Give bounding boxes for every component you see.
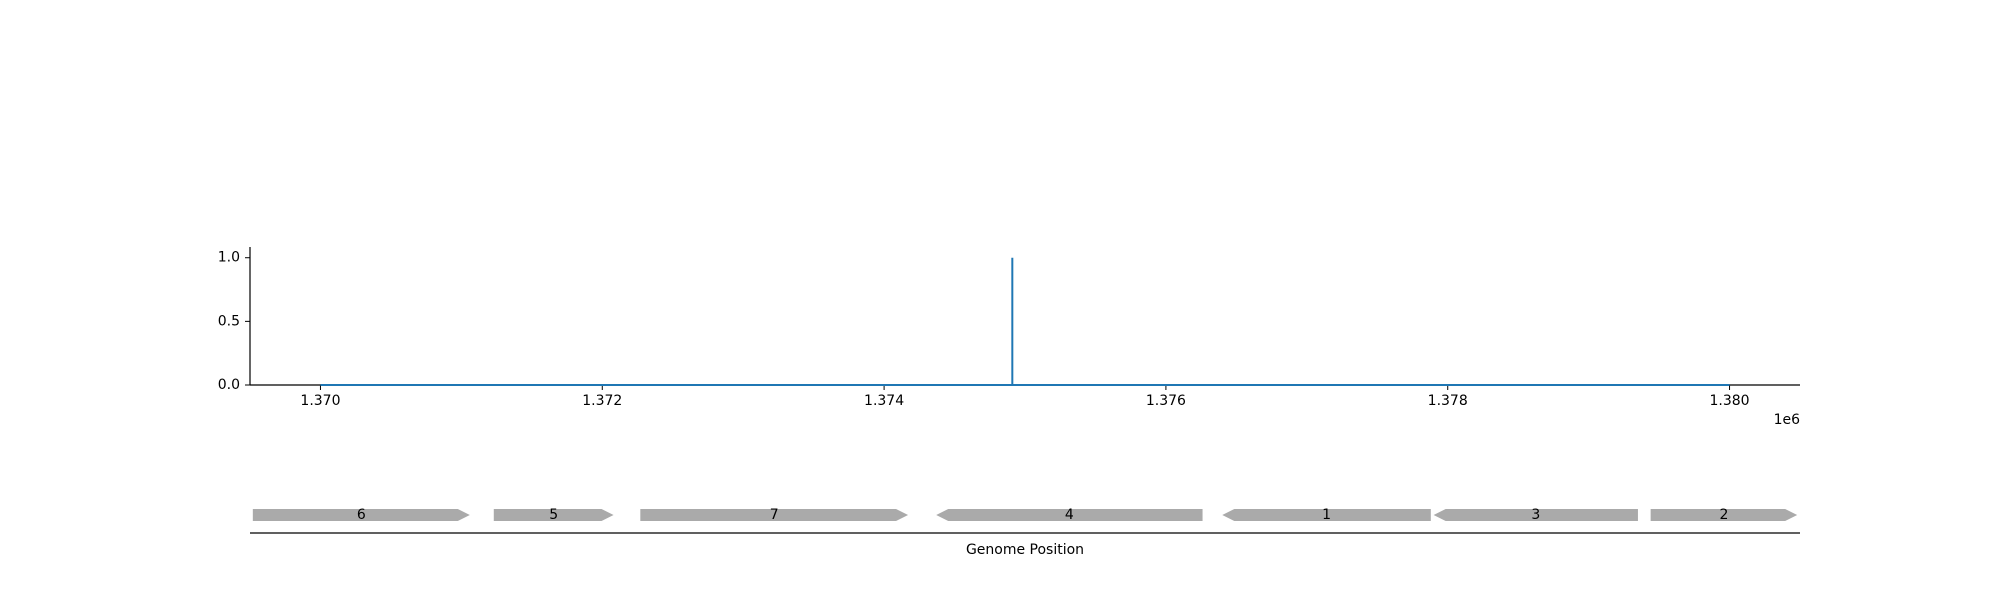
x-tick-label: 1.380	[1709, 393, 1749, 409]
gene-label: 2	[1719, 507, 1728, 523]
signal-plot: 1.370 1.372 1.374 1.376 1.378 1.380 0.0 0.5 1.0…	[218, 247, 1800, 428]
gene-arrow	[1222, 509, 1431, 521]
gene-label: 7	[770, 507, 779, 523]
y-tick-label: 1.0	[218, 250, 240, 266]
gene-label: 1	[1322, 507, 1331, 523]
x-offset-label: 1e6	[1774, 412, 1801, 428]
signal-series-line	[320, 257, 1730, 386]
gene-arrow	[640, 509, 909, 521]
y-tick-label: 0.5	[218, 313, 240, 329]
x-tick-label: 1.378	[1428, 393, 1468, 409]
y-ticks: 0.0 0.5 1.0	[218, 250, 250, 393]
gene-arrow	[936, 509, 1203, 521]
gene-label: 3	[1531, 507, 1540, 523]
gene-arrow	[1433, 509, 1638, 521]
x-tick-label: 1.372	[582, 393, 622, 409]
gene-label: 4	[1065, 507, 1074, 523]
x-tick-label: 1.370	[300, 393, 340, 409]
gene-track: 6 5 7 4 1 3 2 Genome Position	[250, 507, 1800, 558]
x-ticks: 1.370 1.372 1.374 1.376 1.378 1.380	[300, 385, 1750, 409]
gene-label: 6	[357, 507, 366, 523]
gene-label: 5	[549, 507, 558, 523]
x-tick-label: 1.374	[864, 393, 904, 409]
x-tick-label: 1.376	[1146, 393, 1186, 409]
gene-arrow	[493, 509, 614, 521]
x-axis-title: Genome Position	[966, 542, 1084, 558]
y-tick-label: 0.0	[218, 377, 240, 393]
gene-arrow	[1650, 509, 1798, 521]
gene-arrow	[252, 509, 470, 521]
gene-arrows: 6 5 7 4 1 3 2	[252, 507, 1798, 523]
